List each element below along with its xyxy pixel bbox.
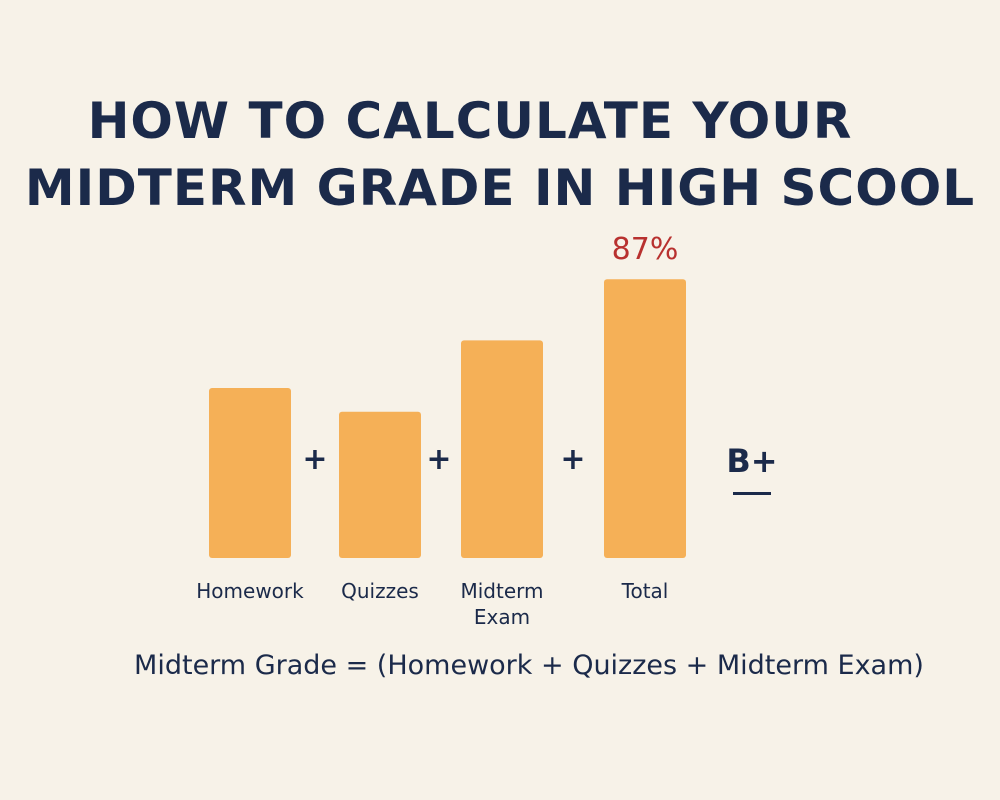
bars xyxy=(209,279,686,558)
title-line-1: HOW TO CALCULATE YOUR xyxy=(87,92,853,150)
bar-total xyxy=(604,279,686,558)
operator-plus-3: + xyxy=(560,442,585,477)
data-label-total: 87% xyxy=(612,232,679,267)
operators: + + + xyxy=(302,442,585,477)
bar-homework xyxy=(209,388,291,558)
bar-quizzes xyxy=(339,411,421,558)
operator-plus-2: + xyxy=(426,442,451,477)
grade-underline xyxy=(733,492,771,495)
category-label-homework: Homework xyxy=(196,579,304,603)
grade-annotation: B+ xyxy=(726,442,777,480)
category-label-total: Total xyxy=(621,579,669,603)
annotations: 87% B+ xyxy=(612,232,778,495)
category-label-quizzes: Quizzes xyxy=(341,579,419,603)
category-labels: Homework Quizzes Midterm Exam Total xyxy=(196,579,668,629)
operator-plus-1: + xyxy=(302,442,327,477)
category-label-midterm-exam: Midterm Exam xyxy=(460,579,543,629)
title-line-2: MIDTERM GRADE IN HIGH SCOOL xyxy=(24,159,976,217)
formula-text: Midterm Grade = (Homework + Quizzes + Mi… xyxy=(134,650,924,681)
bar-midterm-exam xyxy=(461,340,543,558)
